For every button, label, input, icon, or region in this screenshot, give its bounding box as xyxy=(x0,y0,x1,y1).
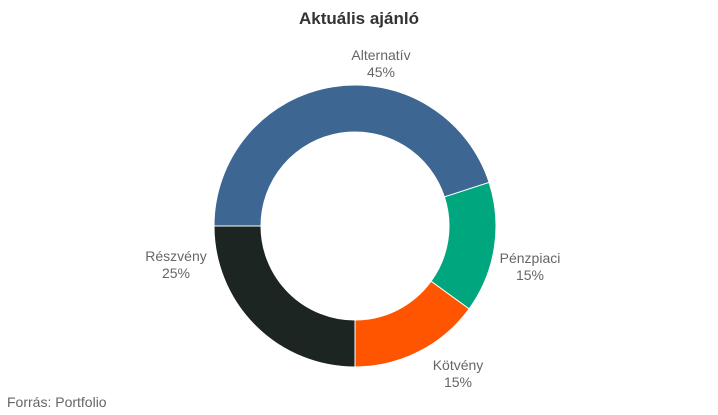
slice-category-label: Pénzpiaci xyxy=(499,250,561,266)
donut-slice-részvény xyxy=(213,225,356,368)
donut-slice-alternatív xyxy=(213,84,490,227)
slice-value-label: 45% xyxy=(366,64,396,80)
slice-label-alternativ: Alternatív 45% xyxy=(351,47,410,81)
slice-value-label: 15% xyxy=(443,374,473,390)
slice-label-reszveny: Részvény 25% xyxy=(145,248,206,282)
slice-category-label: Részvény xyxy=(145,248,207,264)
slice-category-label: Kötvény xyxy=(432,357,484,373)
slice-value-label: 15% xyxy=(515,267,545,283)
chart-title: Aktuális ajánló xyxy=(299,9,419,28)
source-note: Forrás: Portfolio xyxy=(7,394,107,410)
slice-label-penzpiaci: Pénzpiaci 15% xyxy=(500,250,561,284)
slice-category-label: Alternatív xyxy=(351,47,411,63)
slice-value-label: 25% xyxy=(161,265,191,281)
slice-label-kotveny: Kötvény 15% xyxy=(433,357,484,391)
